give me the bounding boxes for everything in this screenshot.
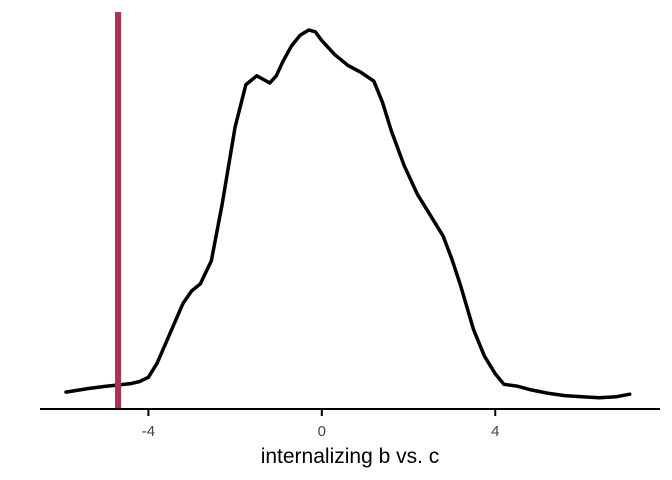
plot-area xyxy=(64,12,632,409)
x-tick-label: 0 xyxy=(318,423,326,440)
x-tick-label: -4 xyxy=(142,423,155,440)
x-axis-ticks: -4 0 4 xyxy=(142,409,499,440)
x-axis-title: internalizing b vs. c xyxy=(261,445,440,468)
density-line-0 xyxy=(64,28,632,400)
x-tick-label: 4 xyxy=(491,423,499,440)
